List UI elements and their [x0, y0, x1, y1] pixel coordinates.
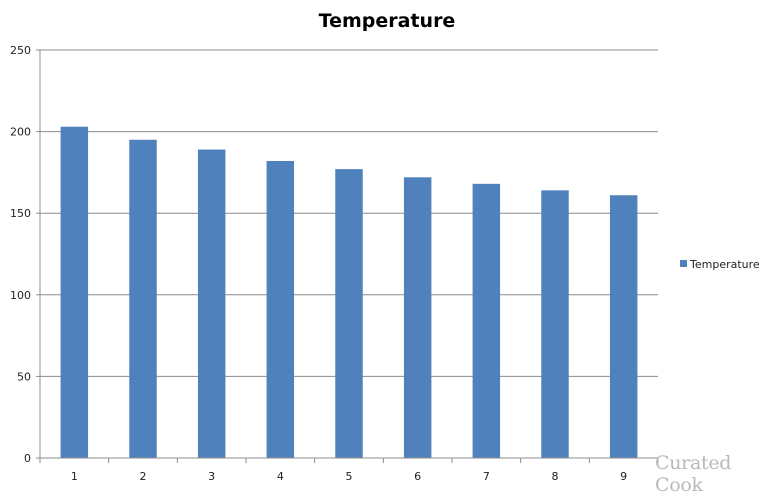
legend-swatch	[680, 260, 687, 267]
y-tick-label: 200	[10, 126, 31, 139]
bar	[266, 160, 295, 458]
x-axis-ticks: 1 2 3 4 5 6 7 8 9	[39, 458, 659, 483]
bar	[129, 139, 157, 458]
bar	[541, 190, 569, 459]
x-tick-label: 1	[71, 470, 78, 483]
bar	[335, 169, 363, 459]
x-tick-label: 6	[414, 470, 421, 483]
legend: Temperature	[680, 258, 760, 271]
y-tick-label: 100	[10, 289, 31, 302]
x-tick-label: 2	[140, 470, 147, 483]
x-tick-label: 5	[346, 470, 353, 483]
bar	[472, 183, 501, 458]
bar-series	[60, 126, 638, 459]
x-tick-label: 7	[483, 470, 490, 483]
y-tick-label: 150	[10, 207, 31, 220]
y-axis-ticks: 0 50 100 150 200 250	[10, 44, 40, 465]
y-tick-label: 50	[17, 370, 31, 383]
x-tick-label: 8	[552, 470, 559, 483]
x-tick-label: 4	[277, 470, 284, 483]
bar	[60, 126, 89, 458]
y-tick-label: 250	[10, 44, 31, 57]
x-axis	[39, 50, 658, 459]
x-tick-label: 3	[208, 470, 215, 483]
legend-label: Temperature	[689, 258, 760, 271]
y-tick-label: 0	[24, 452, 31, 465]
chart: Temperature 0 50 100 150 200 250 1 2 3 4 5 6 7 8 9 Te…	[10, 10, 760, 483]
bar	[403, 177, 432, 458]
x-tick-label: 9	[620, 470, 627, 483]
watermark-logo: Curated Cook	[655, 452, 732, 496]
bar	[609, 195, 638, 459]
chart-title: Temperature	[319, 10, 456, 32]
bar	[197, 149, 226, 458]
